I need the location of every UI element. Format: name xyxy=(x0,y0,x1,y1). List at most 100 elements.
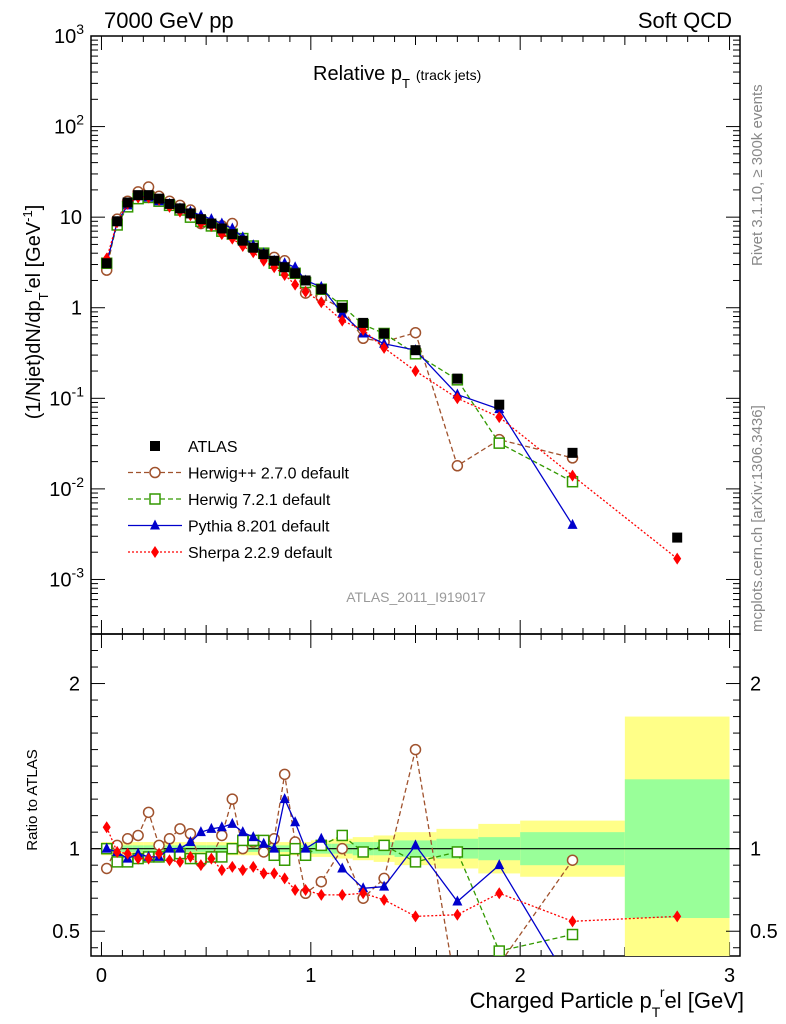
data-point xyxy=(567,447,578,458)
data-point xyxy=(494,859,505,870)
ratio-y-tick-label: 2 xyxy=(69,674,80,696)
legend-entry: Herwig++ 2.7.0 default xyxy=(128,466,350,483)
data-point xyxy=(174,842,185,853)
data-point xyxy=(566,928,579,941)
data-point xyxy=(493,945,505,956)
data-point xyxy=(451,846,464,858)
data-point xyxy=(101,258,112,269)
data-point xyxy=(121,833,134,845)
data-point xyxy=(186,850,195,863)
data-point xyxy=(259,867,268,880)
data-point xyxy=(409,743,422,756)
data-point xyxy=(258,249,269,260)
legend-entry: Pythia 8.201 default xyxy=(128,519,330,536)
data-point xyxy=(155,847,164,860)
data-point xyxy=(300,275,311,286)
data-point xyxy=(357,846,369,858)
data-point xyxy=(102,821,111,834)
data-point xyxy=(451,460,464,472)
y-tick-label: 10-3 xyxy=(49,564,84,591)
header-right-label: Soft QCD xyxy=(638,8,732,33)
data-point xyxy=(269,255,280,266)
y-tick-label: 102 xyxy=(54,112,84,139)
data-point xyxy=(237,235,248,246)
x-tick-label: 3 xyxy=(724,965,735,987)
data-point xyxy=(495,887,504,900)
data-point xyxy=(112,216,123,227)
legend-entry: Sherpa 2.2.9 default xyxy=(128,545,333,562)
data-point xyxy=(154,193,165,204)
data-point xyxy=(101,842,112,853)
data-point xyxy=(453,908,462,921)
data-point xyxy=(289,842,301,855)
data-point xyxy=(196,859,205,872)
data-point xyxy=(142,806,155,819)
data-point xyxy=(410,839,421,850)
data-point xyxy=(150,441,160,451)
y-tick-label: 10 xyxy=(60,207,82,229)
ratio-y-tick-label-right: 0.5 xyxy=(750,921,778,943)
mcplots-info-label: mcplots.cern.ch [arXiv:1306.3436] xyxy=(749,405,766,632)
data-point xyxy=(164,842,175,853)
data-point xyxy=(315,875,328,888)
data-point xyxy=(568,915,577,928)
data-point xyxy=(359,887,368,900)
data-point xyxy=(279,793,290,804)
data-point xyxy=(133,190,144,201)
ratio-y-tick-label: 1 xyxy=(69,839,80,861)
data-point xyxy=(149,466,161,479)
data-point xyxy=(411,910,420,923)
series-line xyxy=(106,195,574,526)
data-point xyxy=(316,832,327,843)
data-point xyxy=(123,847,132,860)
data-point xyxy=(410,345,421,356)
data-point xyxy=(301,285,310,298)
data-point xyxy=(226,793,239,805)
data-point xyxy=(206,822,217,833)
data-point xyxy=(113,845,122,858)
ratio-y-tick-label-right: 1 xyxy=(750,839,761,861)
data-point xyxy=(568,469,577,482)
data-point xyxy=(185,836,196,847)
ratio-y-axis-label: Ratio to ATLAS xyxy=(24,749,41,850)
data-point xyxy=(195,826,206,837)
ratio-line xyxy=(106,826,678,922)
data-point xyxy=(672,532,683,543)
data-point xyxy=(337,302,348,313)
data-point xyxy=(336,842,348,855)
legend-entry: ATLAS xyxy=(150,439,238,456)
y-tick-label: 1 xyxy=(71,298,82,320)
legend-label: Herwig 7.2.1 default xyxy=(188,492,331,509)
data-point xyxy=(248,831,259,842)
data-point xyxy=(567,518,578,529)
data-point xyxy=(291,883,300,896)
data-point xyxy=(258,837,269,848)
data-point xyxy=(358,317,369,328)
data-point xyxy=(566,854,579,866)
data-point xyxy=(673,552,682,565)
data-point xyxy=(164,198,175,209)
data-point xyxy=(149,493,161,505)
data-point xyxy=(249,860,258,873)
data-point xyxy=(317,888,326,901)
data-point xyxy=(280,872,289,885)
data-point xyxy=(216,821,227,832)
x-tick-label: 1 xyxy=(305,965,316,987)
data-point xyxy=(270,867,279,880)
data-point xyxy=(453,392,462,405)
data-point xyxy=(409,326,422,339)
legend-label: ATLAS xyxy=(188,439,238,456)
ratio-series-2 xyxy=(101,793,555,956)
data-point xyxy=(290,816,301,827)
data-point xyxy=(216,851,228,863)
data-point xyxy=(165,854,174,867)
data-point xyxy=(380,893,389,906)
data-point xyxy=(216,223,227,234)
data-point xyxy=(380,341,389,354)
data-point xyxy=(452,373,463,384)
data-point xyxy=(228,860,237,873)
x-tick-label: 2 xyxy=(515,965,526,987)
data-point xyxy=(144,852,153,865)
data-point xyxy=(379,328,390,339)
